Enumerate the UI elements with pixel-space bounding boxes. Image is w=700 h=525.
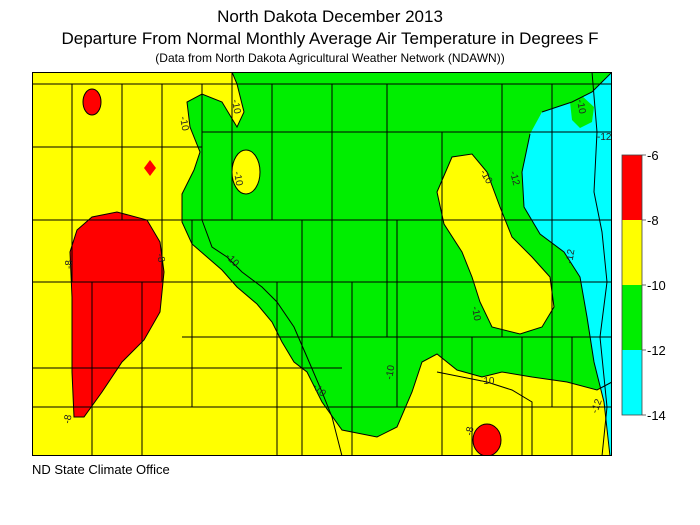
color-legend: -6 -8 -10 -12 -14	[621, 150, 666, 420]
legend-tick-label: -12	[647, 343, 666, 358]
contour-label: -12	[589, 397, 604, 415]
data-source-note: (Data from North Dakota Agricultural Wea…	[155, 51, 505, 65]
contour-label: -10	[177, 116, 190, 133]
contour-label: -8	[154, 253, 166, 264]
contour-label: -8	[62, 413, 74, 424]
band-yellow-pocket-east	[437, 154, 554, 334]
legend-tick-label: -14	[647, 408, 666, 420]
legend-band-cyan	[622, 350, 642, 415]
contour-lines	[69, 72, 612, 456]
band-green-sliver	[570, 94, 594, 128]
map-title: North Dakota December 2013	[217, 7, 443, 26]
legend-band-red	[622, 155, 642, 220]
contour-label: -12	[507, 170, 521, 187]
legend-band-yellow	[622, 220, 642, 285]
contour-label: -10	[231, 171, 244, 188]
legend-tick-label: -8	[647, 213, 659, 228]
contour-label: -10	[480, 376, 495, 387]
band-cyan-northeast	[522, 72, 612, 456]
legend-tick-label: -10	[647, 278, 666, 293]
band-red-west	[70, 212, 164, 417]
contour-label: -8	[64, 260, 75, 269]
band-red-diamond-spot	[144, 160, 156, 176]
contour-label: -10	[469, 306, 482, 323]
band-yellow-small-north	[232, 150, 260, 194]
contour-label: -12	[564, 248, 577, 265]
county-boundaries	[32, 72, 612, 456]
map-subtitle: Departure From Normal Monthly Average Ai…	[61, 29, 599, 48]
band-red-northwest-spot	[83, 89, 101, 115]
legend-tick-label: -6	[647, 150, 659, 163]
temperature-departure-map: -10 -10 -10 -10 -10 -10 -10 -10 -12 -12 …	[32, 72, 612, 456]
state-border	[32, 72, 612, 456]
band-red-southeast-spot	[473, 424, 501, 456]
contour-label: -12	[597, 132, 612, 143]
contour-label-group: -10 -10 -10 -10 -10 -10 -10 -10 -12 -12 …	[62, 99, 612, 437]
contour-label: -10	[574, 99, 587, 116]
contour-label: -10	[384, 364, 397, 381]
credit-text: ND State Climate Office	[32, 462, 170, 477]
contour-label: -8	[464, 425, 476, 436]
contour-label: -10	[229, 99, 242, 116]
legend-band-green	[622, 285, 642, 350]
